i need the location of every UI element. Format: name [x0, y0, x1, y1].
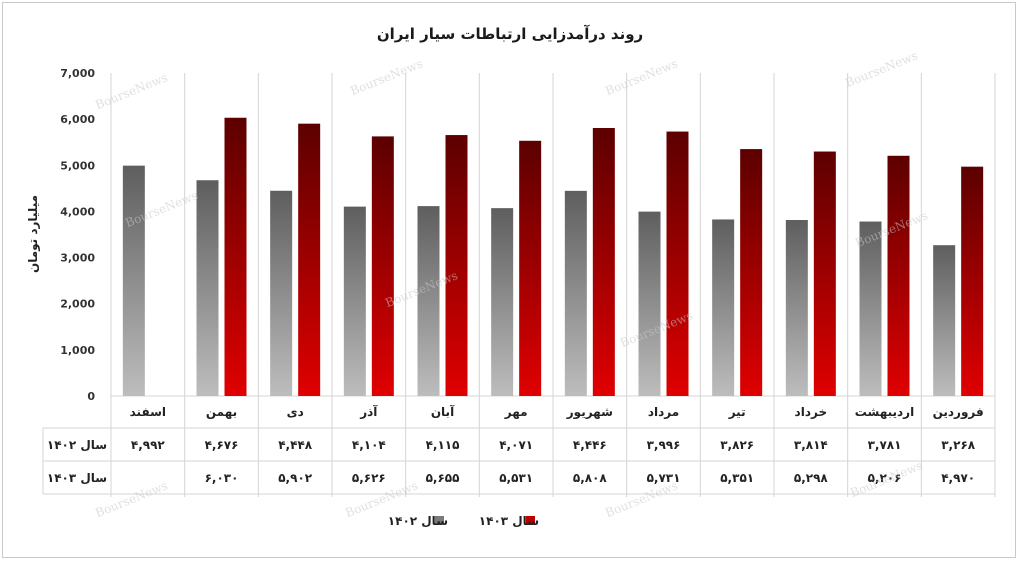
- table-cell: ۴,۴۴۸: [278, 438, 313, 452]
- table-cell: ۵,۳۵۱: [720, 471, 754, 485]
- bar-1402: [196, 180, 219, 396]
- bar-1403: [740, 149, 763, 396]
- bar-1403: [445, 135, 468, 397]
- legend-label-1403: سال ۱۴۰۳: [479, 514, 539, 528]
- table-cell: ۵,۲۰۶: [868, 471, 902, 485]
- category-label: شهریور: [566, 405, 613, 420]
- legend-swatch-1402: [435, 516, 444, 525]
- category-label: دی: [287, 405, 304, 419]
- watermark-text: BourseNews: [603, 478, 679, 520]
- y-tick-label: 6,000: [60, 113, 95, 126]
- table-cell: ۴,۶۷۶: [205, 438, 239, 452]
- bar-1402: [270, 190, 293, 396]
- bar-1402: [417, 206, 440, 396]
- category-label: اسفند: [130, 405, 166, 419]
- table-cell: ۴,۴۴۶: [573, 438, 607, 452]
- bar-1403: [298, 123, 321, 396]
- table-cell: ۵,۸۰۸: [573, 471, 608, 485]
- watermark-text: BourseNews: [93, 70, 169, 112]
- category-label: اردیبهشت: [855, 405, 914, 419]
- legend-swatch-1403: [526, 516, 535, 525]
- category-label: بهمن: [206, 405, 237, 419]
- table-cell: ۶,۰۳۰: [205, 471, 239, 485]
- watermark-text: BourseNews: [843, 48, 919, 90]
- table-cell: ۵,۲۹۸: [794, 471, 829, 485]
- bar-1402: [491, 208, 514, 396]
- bar-1403: [592, 128, 615, 396]
- category-label: آذر: [359, 404, 378, 419]
- bar-1403: [519, 140, 542, 396]
- category-label: فروردین: [933, 405, 984, 420]
- y-tick-label: 5,000: [60, 159, 95, 172]
- table-cell: ۵,۶۲۶: [352, 471, 386, 485]
- table-cell: ۳,۸۱۴: [794, 438, 828, 452]
- y-tick-label: 2,000: [60, 298, 95, 311]
- bar-1403: [371, 136, 394, 397]
- bar-1403: [961, 166, 984, 396]
- table-cell: ۵,۶۵۵: [426, 471, 460, 485]
- table-cell: ۵,۵۳۱: [499, 471, 533, 485]
- category-label: آبان: [431, 404, 455, 419]
- y-tick-label: 7,000: [60, 67, 95, 80]
- category-label: تیر: [728, 405, 746, 419]
- bar-1403: [887, 155, 910, 396]
- bar-1402: [785, 220, 808, 396]
- table-cell: ۴,۰۷۱: [499, 438, 533, 452]
- bar-1402: [564, 190, 587, 396]
- table-cell: ۳,۹۹۶: [647, 438, 681, 452]
- table-cell: ۴,۹۷۰: [941, 471, 975, 485]
- table-cell: ۳,۸۲۶: [720, 438, 754, 452]
- table-row-label: سال ۱۴۰۲: [47, 438, 107, 452]
- y-tick-label: 4,000: [60, 205, 95, 218]
- table-cell: ۴,۱۱۵: [426, 438, 460, 452]
- bar-1402: [638, 211, 661, 396]
- category-label: خرداد: [795, 405, 828, 419]
- table-cell: ۴,۹۹۲: [131, 438, 166, 452]
- table-row-label: سال ۱۴۰۳: [47, 471, 107, 485]
- table-cell: ۴,۱۰۴: [352, 438, 386, 452]
- bar-1403: [666, 131, 689, 396]
- y-tick-label: 1,000: [60, 344, 95, 357]
- table-cell: ۵,۷۳۱: [647, 471, 681, 485]
- bar-1403: [813, 151, 836, 396]
- bar-1402: [712, 219, 735, 396]
- y-axis-label: میلیارد تومان: [26, 195, 41, 273]
- category-label: مرداد: [648, 405, 679, 419]
- bar-1402: [343, 206, 366, 396]
- table-cell: ۳,۲۶۸: [941, 438, 976, 452]
- y-tick-label: 0: [87, 390, 95, 403]
- chart-title: روند درآمدزایی ارتباطات سیار ایران: [377, 25, 643, 43]
- watermark-text: BourseNews: [603, 56, 679, 98]
- legend-label-1402: سال ۱۴۰۲: [388, 514, 448, 528]
- y-tick-label: 3,000: [60, 252, 95, 265]
- bar-1402: [859, 221, 882, 396]
- bar-1403: [224, 117, 247, 396]
- bar-1402: [122, 165, 145, 396]
- watermark-text: BourseNews: [348, 56, 424, 98]
- bar-1402: [933, 245, 956, 396]
- table-cell: ۵,۹۰۲: [278, 471, 313, 485]
- revenue-bar-chart: روند درآمدزایی ارتباطات سیار ایران 0 1,000…: [26, 25, 996, 528]
- category-label: مهر: [504, 405, 528, 419]
- table-cell: ۳,۷۸۱: [868, 438, 902, 452]
